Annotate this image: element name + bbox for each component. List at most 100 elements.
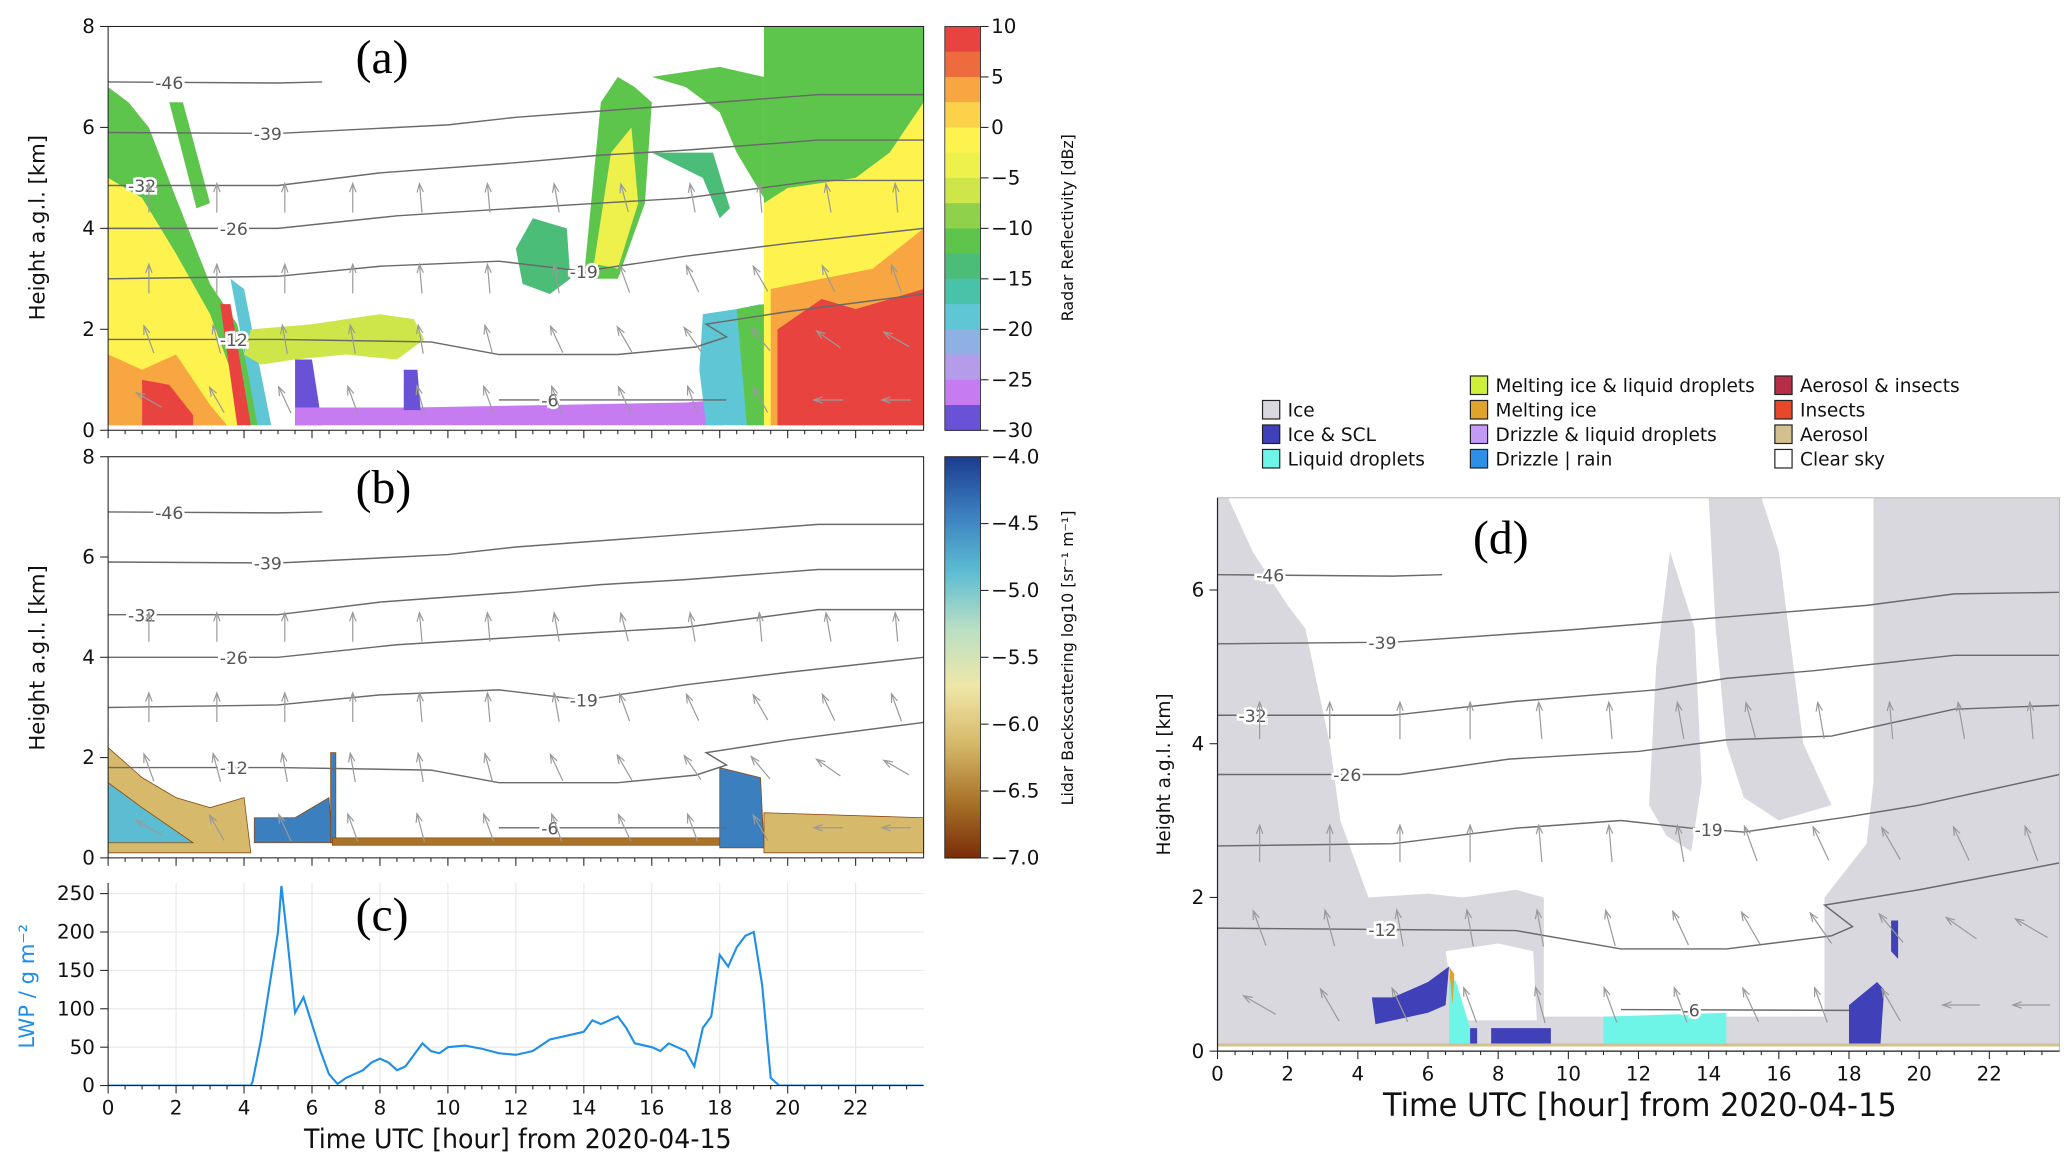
wind-arrow bbox=[145, 181, 153, 213]
wind-arrow-head bbox=[616, 325, 625, 337]
wind-arrow-shaft bbox=[1534, 986, 1546, 1024]
y-tick-label: 6 bbox=[82, 116, 95, 139]
wind-arrow bbox=[280, 751, 288, 783]
colorbar-lidar: −4.0 −4.5 −5.0 −5.5 −6.0 −6.5 −7.0 bbox=[944, 445, 1039, 869]
wind-arrow-shaft bbox=[281, 753, 288, 783]
wind-arrow bbox=[416, 181, 424, 213]
wind-arrow bbox=[1464, 908, 1474, 947]
wind-arrow-head bbox=[1534, 908, 1543, 920]
wind-arrow bbox=[685, 264, 700, 293]
wind-arrow bbox=[551, 691, 560, 722]
wind-arrow-shaft bbox=[484, 753, 494, 782]
y-tick-label: 2 bbox=[1192, 886, 1205, 909]
wind-arrow bbox=[1396, 823, 1404, 863]
wind-arrow-head bbox=[686, 384, 694, 396]
temperature-contour bbox=[108, 511, 323, 514]
contour-label: -39 bbox=[254, 555, 282, 575]
wind-arrow-shaft bbox=[890, 693, 902, 722]
wind-arrow-shaft bbox=[883, 331, 910, 348]
contour-label: -32 bbox=[128, 606, 156, 626]
legend-item: Clear sky bbox=[1774, 448, 1885, 470]
wind-arrow-shaft bbox=[483, 813, 495, 842]
lidar-colorbar-gradient bbox=[944, 456, 981, 859]
wind-arrow-head bbox=[416, 262, 424, 274]
temperature-contour bbox=[1621, 1008, 1850, 1012]
wind-arrow-shaft bbox=[1324, 910, 1336, 947]
colorbar-radar: 10 5 0 −5 −10 −15 −20 −25 −30 bbox=[944, 15, 1033, 442]
radar-colorbar-bin bbox=[944, 228, 981, 255]
wind-arrow-head bbox=[1326, 700, 1334, 712]
wind-arrow bbox=[348, 751, 356, 783]
wind-arrow bbox=[683, 326, 702, 352]
wind-arrow-shaft bbox=[750, 327, 771, 351]
wind-arrow-shaft bbox=[894, 183, 899, 213]
wind-arrow-head bbox=[1323, 908, 1331, 920]
y-tick-label: 200 bbox=[57, 921, 95, 944]
radar-colorbar-tick-label: 10 bbox=[991, 15, 1016, 38]
temperature-contour bbox=[108, 81, 323, 84]
wind-arrow-head bbox=[1743, 824, 1751, 836]
wind-arrow bbox=[143, 752, 155, 782]
wind-arrow-shaft bbox=[418, 264, 423, 294]
radar-colorbar-tick-label: 5 bbox=[991, 66, 1004, 89]
wind-arrow bbox=[1463, 985, 1478, 1023]
wind-arrow-shaft bbox=[135, 392, 162, 408]
legend-label: Liquid droplets bbox=[1288, 449, 1425, 470]
wind-arrow bbox=[134, 391, 162, 408]
wind-arrow-head bbox=[416, 691, 424, 703]
wind-arrow bbox=[211, 751, 222, 782]
wind-arrow bbox=[1675, 700, 1685, 740]
x-tick-label: 8 bbox=[1492, 1062, 1505, 1085]
wind-arrow bbox=[1675, 823, 1685, 862]
wind-arrow bbox=[1743, 824, 1758, 862]
lidar-colorbar-tick-label: −5.5 bbox=[991, 646, 1039, 669]
wind-arrow-shaft bbox=[1243, 995, 1276, 1015]
x-tick-label: 0 bbox=[1211, 1062, 1224, 1085]
contour-label: -26 bbox=[220, 220, 248, 240]
wind-arrow-head bbox=[281, 691, 289, 702]
wind-arrow bbox=[890, 263, 902, 293]
wind-arrow bbox=[1466, 823, 1474, 863]
wind-arrow-head bbox=[756, 610, 764, 622]
radar-echo-region bbox=[515, 218, 571, 295]
wind-arrow-head bbox=[1605, 823, 1614, 835]
wind-arrow-head bbox=[416, 610, 424, 622]
wind-arrow-head bbox=[1673, 985, 1681, 997]
legend-item: Insects bbox=[1774, 399, 1865, 421]
wind-arrow-head bbox=[1394, 908, 1402, 920]
wind-arrow-shaft bbox=[212, 753, 222, 782]
wind-arrow bbox=[1323, 908, 1336, 947]
wind-arrow-head bbox=[812, 824, 823, 832]
wind-arrow bbox=[812, 396, 844, 404]
wind-arrow-shaft bbox=[1605, 910, 1616, 947]
wind-arrow-head bbox=[551, 691, 560, 703]
wind-arrow-shaft bbox=[416, 813, 426, 842]
legend-swatch bbox=[1774, 424, 1793, 445]
wind-arrow-shaft bbox=[883, 759, 910, 776]
radar-colorbar-bin bbox=[944, 405, 981, 431]
temperature-contour bbox=[108, 293, 924, 356]
wind-arrow bbox=[2026, 700, 2035, 740]
wind-arrow bbox=[752, 693, 769, 721]
legend-swatch bbox=[1469, 375, 1489, 396]
lidar-backscatter-region bbox=[108, 782, 195, 844]
wind-arrow bbox=[1466, 700, 1474, 740]
wind-arrow bbox=[616, 325, 633, 353]
wind-arrow-shaft bbox=[1945, 917, 1977, 940]
wind-arrow-shaft bbox=[825, 183, 832, 213]
wind-arrow-head bbox=[1466, 823, 1474, 835]
wind-arrow-shaft bbox=[816, 330, 841, 349]
wind-arrow-shaft bbox=[825, 612, 832, 642]
wind-arrow bbox=[416, 262, 424, 294]
wind-arrow bbox=[683, 754, 702, 780]
lidar-backscatter-region bbox=[331, 837, 721, 846]
wind-arrow-shaft bbox=[752, 265, 769, 292]
x-tick-label: 22 bbox=[843, 1097, 868, 1120]
wind-arrow-shaft bbox=[1463, 987, 1478, 1023]
contour-label: -46 bbox=[155, 74, 183, 94]
wind-arrow-shaft bbox=[821, 693, 836, 721]
wind-arrow-head bbox=[348, 323, 356, 335]
y-tick-label: 6 bbox=[1192, 579, 1205, 602]
wind-arrow bbox=[1944, 916, 1977, 940]
wind-arrow-shaft bbox=[2015, 918, 2048, 938]
